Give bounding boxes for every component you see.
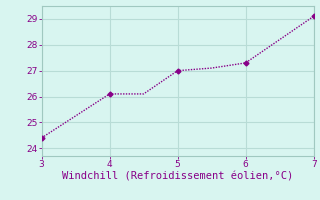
X-axis label: Windchill (Refroidissement éolien,°C): Windchill (Refroidissement éolien,°C) xyxy=(62,172,293,182)
